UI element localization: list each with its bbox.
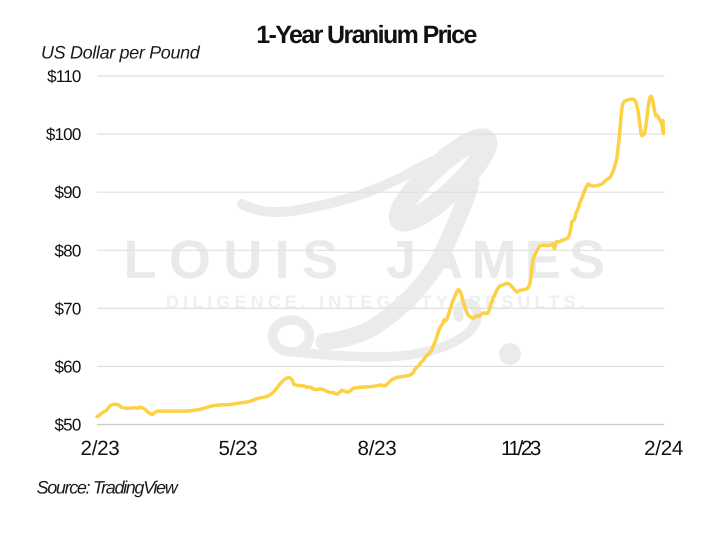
svg-text:$60: $60 — [55, 357, 81, 376]
svg-text:8/23: 8/23 — [358, 437, 397, 460]
svg-text:2/23: 2/23 — [81, 437, 120, 460]
svg-text:$100: $100 — [46, 125, 81, 144]
svg-text:Source: TradingView: Source: TradingView — [37, 478, 179, 498]
svg-text:$110: $110 — [47, 67, 81, 86]
svg-text:US Dollar per Pound: US Dollar per Pound — [41, 43, 201, 63]
svg-text:$90: $90 — [55, 183, 81, 202]
svg-text:$70: $70 — [55, 299, 81, 318]
svg-text:LOUIS: LOUIS — [124, 230, 351, 290]
svg-text:11/23: 11/23 — [501, 437, 541, 460]
svg-text:$50: $50 — [55, 416, 81, 435]
svg-text:1-Year Uranium Price: 1-Year Uranium Price — [256, 21, 477, 49]
svg-text:$80: $80 — [55, 241, 81, 260]
svg-text:5/23: 5/23 — [219, 437, 258, 460]
svg-text:2/24: 2/24 — [644, 437, 683, 460]
